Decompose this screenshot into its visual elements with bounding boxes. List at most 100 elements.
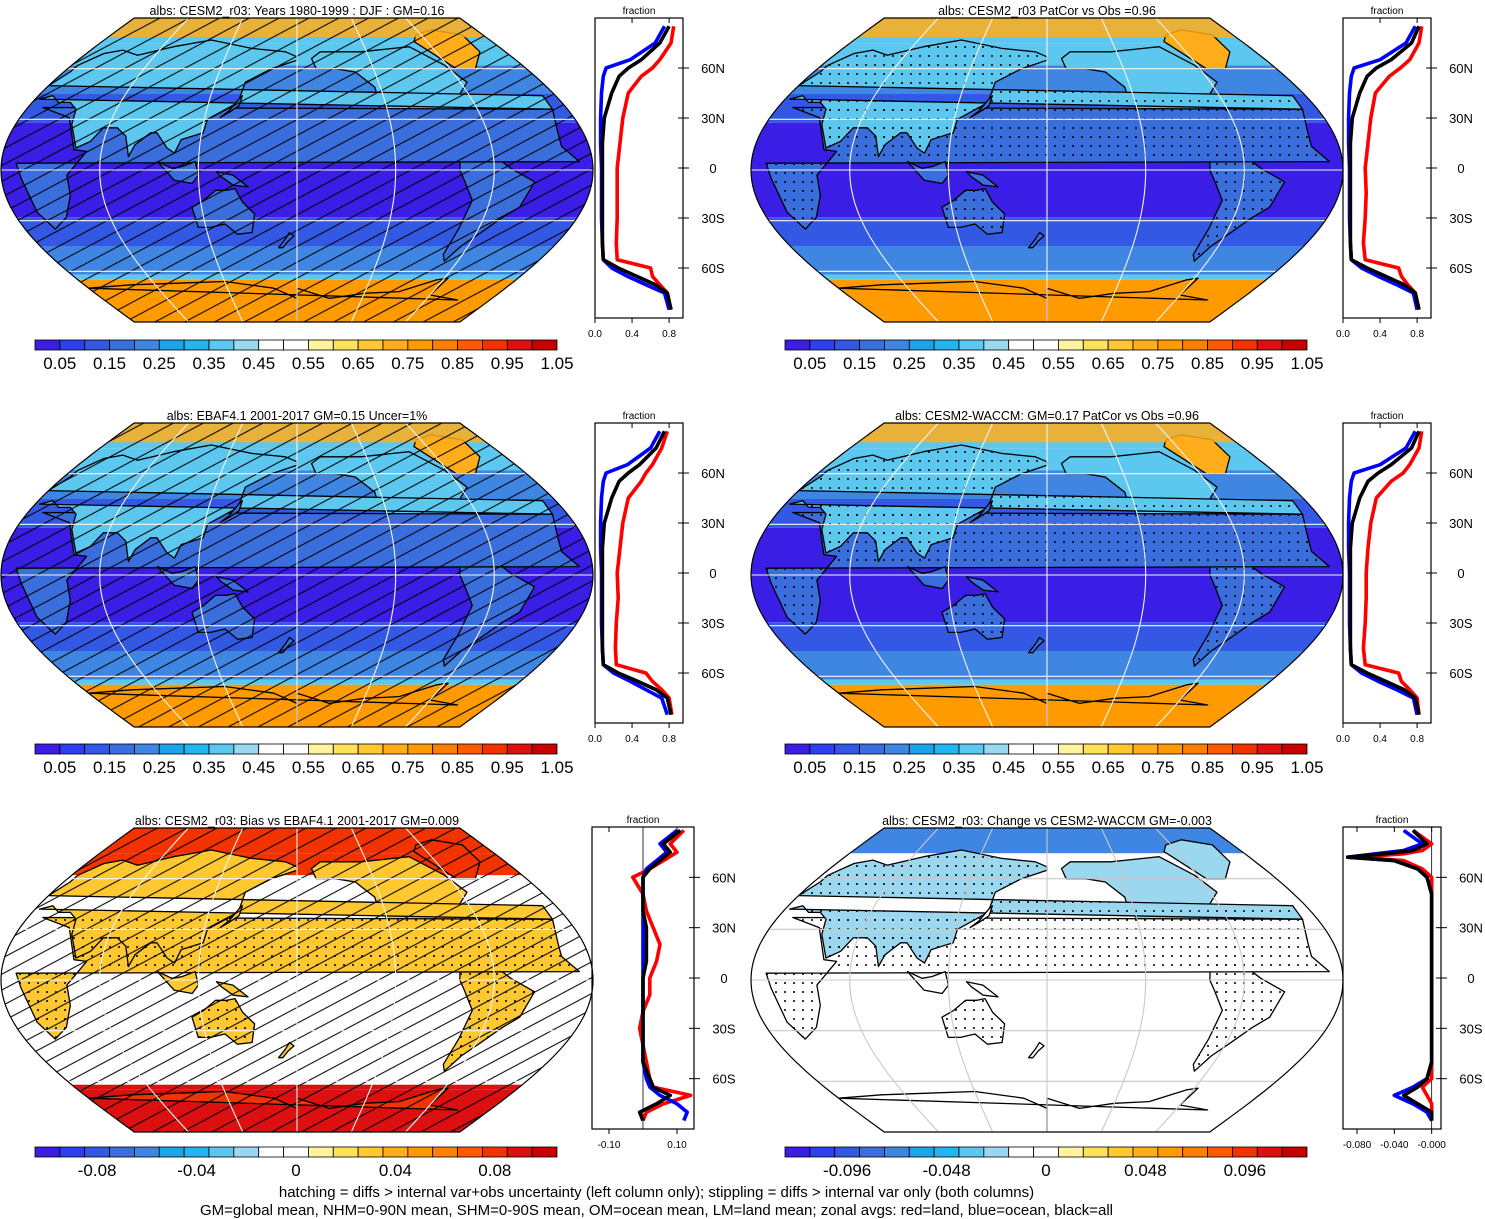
colorbar-box xyxy=(784,339,811,351)
colorbar-box xyxy=(1182,339,1208,351)
colorbar-box xyxy=(884,1146,910,1158)
colorbar-box xyxy=(1058,1146,1084,1158)
continent-outline xyxy=(965,981,999,998)
colorbar-tick-label: 0 xyxy=(1041,1161,1050,1180)
zonal-value-label: -0.10 xyxy=(598,1140,621,1151)
zonal-value-label: 0.4 xyxy=(1373,329,1387,340)
colorbar-box xyxy=(1008,339,1034,351)
zonal-value-label: 0.0 xyxy=(1336,734,1350,745)
colorbar-box xyxy=(1107,1146,1134,1158)
colorbar-box xyxy=(84,743,110,755)
map-panel-5: albs: CESM2_r03: Bias vs EBAF4.1 2001-20… xyxy=(0,814,736,1180)
colorbar-box xyxy=(382,743,409,755)
zonal-lat-label: 60N xyxy=(1459,870,1483,885)
zonal-series-all xyxy=(1348,430,1421,716)
colorbar-box xyxy=(506,743,533,755)
colorbar-box xyxy=(1033,1146,1059,1158)
zonal-value-label: 0.8 xyxy=(662,329,676,340)
colorbar-box xyxy=(1281,743,1308,755)
zonal-series-ocean xyxy=(1345,828,1434,1122)
zonal-series-land xyxy=(613,430,674,715)
continent-outline xyxy=(837,1087,1209,1132)
colorbar-tick-label: 0 xyxy=(291,1161,300,1180)
panel-title: albs: CESM2_r03 PatCor vs Obs =0.96 xyxy=(938,4,1156,18)
colorbar-box xyxy=(1232,1146,1258,1158)
colorbar-box xyxy=(134,743,160,755)
colorbar-box xyxy=(1232,339,1258,351)
colorbar-box xyxy=(283,1146,309,1158)
colorbar-box xyxy=(283,743,309,755)
colorbar-box xyxy=(109,743,135,755)
zonal-axis-header: fraction xyxy=(623,411,656,422)
colorbar-box xyxy=(908,1146,935,1158)
colorbar-box xyxy=(308,1146,334,1158)
colorbar-box xyxy=(258,339,284,351)
colorbar-tick-label: 0.95 xyxy=(1241,758,1274,777)
graticule-meridian xyxy=(947,18,994,322)
zonal-lat-label: 0 xyxy=(1467,971,1474,986)
colorbar-box xyxy=(158,743,185,755)
colorbar-box xyxy=(208,743,235,755)
colorbar-box xyxy=(258,743,284,755)
zonal-value-label: 0.4 xyxy=(625,734,639,745)
colorbar-tick-label: 0.95 xyxy=(1241,354,1274,373)
colorbar-box xyxy=(233,1146,260,1158)
colorbar: 0.05 0.15 0.25 0.35 0.45 0.55 0.65 0.75 0.85 0.95… xyxy=(34,339,574,373)
stippling-overlay xyxy=(942,188,1005,235)
zonal-lat-label: 60N xyxy=(712,870,736,885)
colorbar-box xyxy=(357,339,384,351)
zonal-lat-label: 30S xyxy=(1459,1021,1482,1036)
colorbar-box xyxy=(183,339,210,351)
graticule-meridian xyxy=(849,18,939,322)
colorbar-box xyxy=(432,743,458,755)
zonal-value-label: 0.0 xyxy=(588,329,602,340)
colorbar-box xyxy=(84,1146,110,1158)
colorbar-tick-label: 0.65 xyxy=(342,758,375,777)
colorbar-box xyxy=(1281,1146,1308,1158)
zonal-mean-plot: fraction 60N 30N 0 30S 60S 0.0 0.4 0.8 xyxy=(1336,6,1473,340)
colorbar-tick-label: 0.25 xyxy=(143,354,176,373)
colorbar-box xyxy=(1058,339,1084,351)
zonal-axis-header: fraction xyxy=(1376,815,1409,826)
colorbar-box xyxy=(859,339,885,351)
colorbar-box xyxy=(208,1146,235,1158)
colorbar-box xyxy=(407,339,434,351)
colorbar-box xyxy=(357,743,384,755)
zonal-value-label: 0.8 xyxy=(1410,734,1424,745)
zonal-mean-plot: fraction 60N 30N 0 30S 60S 0.0 0.4 0.8 xyxy=(1336,411,1473,745)
map-border xyxy=(750,422,1344,728)
colorbar: -0.096 -0.048 0 0.048 0.096 xyxy=(784,1146,1308,1180)
continent-outline xyxy=(906,970,950,995)
map-panel-4: albs: CESM2-WACCM: GM=0.17 PatCor vs Obs… xyxy=(750,409,1473,777)
panel-title: albs: EBAF4.1 2001-2017 GM=0.15 Uncer=1% xyxy=(167,409,428,423)
colorbar-box xyxy=(784,743,811,755)
map-field xyxy=(1,18,593,322)
graticule-meridian xyxy=(197,18,244,322)
colorbar-box xyxy=(1058,743,1084,755)
colorbar: 0.05 0.15 0.25 0.35 0.45 0.55 0.65 0.75 0.85 0.95… xyxy=(784,339,1324,373)
zonal-series-land xyxy=(1361,431,1424,715)
colorbar-tick-label: 1.05 xyxy=(540,354,573,373)
zonal-lat-label: 0 xyxy=(709,566,716,581)
panel-title: albs: CESM2_r03: Bias vs EBAF4.1 2001-20… xyxy=(135,814,459,828)
colorbar-tick-label: 1.05 xyxy=(1290,354,1323,373)
map-field xyxy=(751,423,1343,727)
colorbar-tick-label: 0.55 xyxy=(292,354,325,373)
colorbar-box xyxy=(1107,339,1134,351)
colorbar-box xyxy=(34,743,61,755)
panel-title: albs: CESM2-WACCM: GM=0.17 PatCor vs Obs… xyxy=(895,409,1199,423)
colorbar-box xyxy=(1207,743,1233,755)
zonal-value-label: 0.8 xyxy=(1410,329,1424,340)
stippling-overlay xyxy=(16,917,580,1040)
zonal-axis-header: fraction xyxy=(627,815,660,826)
colorbar-box xyxy=(134,339,160,351)
colorbar-tick-label: 0.85 xyxy=(441,758,474,777)
colorbar-box xyxy=(457,339,483,351)
colorbar-tick-label: 0.05 xyxy=(43,354,76,373)
colorbar-box xyxy=(1281,339,1308,351)
panel-title: albs: CESM2_r03: Years 1980-1999 : DJF :… xyxy=(150,4,445,18)
colorbar-box xyxy=(233,743,260,755)
colorbar-tick-label: 0.15 xyxy=(93,354,126,373)
zonal-axis-header: fraction xyxy=(1371,411,1404,422)
colorbar: 0.05 0.15 0.25 0.35 0.45 0.55 0.65 0.75 0.85 0.95… xyxy=(784,743,1324,777)
